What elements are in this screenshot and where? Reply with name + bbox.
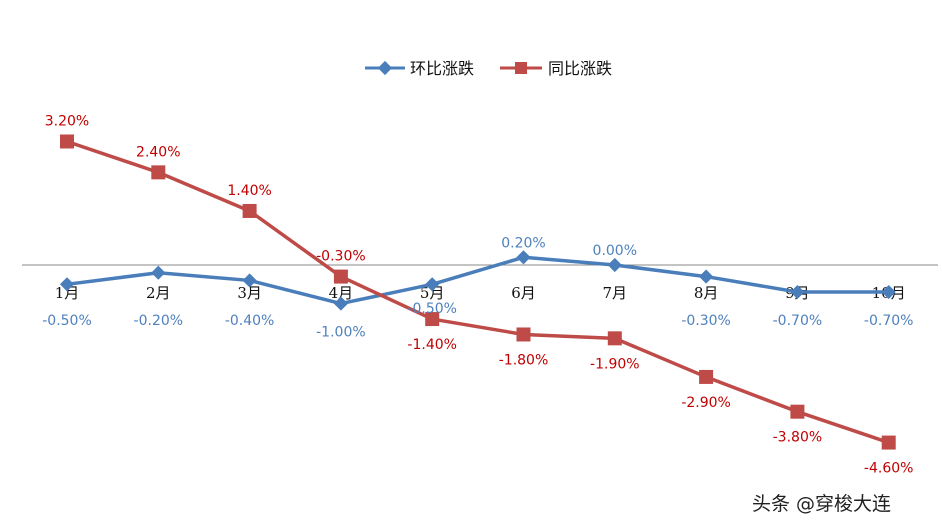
data-label: -3.80% <box>773 430 823 446</box>
data-label: 0.20% <box>501 235 545 251</box>
watermark: 头条 @穿梭大连 <box>752 493 891 515</box>
x-tick-label: 5月 <box>420 284 445 302</box>
data-point <box>425 312 440 327</box>
x-tick-labels: 1月2月3月4月5月6月7月8月9月10月 <box>55 284 906 302</box>
legend: 环比涨跌 同比涨跌 <box>365 59 612 78</box>
series-line-mom <box>66 255 889 306</box>
x-tick-label: 6月 <box>511 284 536 302</box>
data-point <box>607 257 622 273</box>
x-tick-label: 2月 <box>146 284 171 302</box>
data-label: 0.00% <box>593 243 637 259</box>
data-label: -0.50% <box>407 301 457 317</box>
data-point <box>699 269 714 284</box>
data-point <box>425 277 440 292</box>
data-label: -1.40% <box>407 337 457 353</box>
x-tick-label: 4月 <box>329 284 354 302</box>
data-point <box>607 331 622 346</box>
data-label: -0.40% <box>225 313 275 329</box>
data-label: -0.70% <box>864 313 914 329</box>
data-label: 2.40% <box>136 144 180 160</box>
legend-marker-yoy <box>515 62 527 74</box>
data-label: -1.00% <box>316 325 366 341</box>
x-tick-label: 3月 <box>237 284 262 302</box>
data-label: -1.90% <box>590 356 640 372</box>
data-point <box>790 284 805 300</box>
data-label: -2.90% <box>681 395 731 411</box>
data-label: -0.30% <box>681 313 731 329</box>
data-label: -4.60% <box>864 461 914 477</box>
legend-label-yoy: 同比涨跌 <box>548 59 612 78</box>
data-label: -0.30% <box>316 249 366 265</box>
legend-label-mom: 环比涨跌 <box>410 59 474 78</box>
data-point <box>699 369 714 384</box>
series-markers <box>59 134 896 450</box>
x-tick-label: 8月 <box>694 284 719 302</box>
data-point <box>333 269 348 284</box>
data-point <box>60 134 74 149</box>
series-line-yoy <box>66 139 890 445</box>
data-point <box>516 327 531 342</box>
data-labels: -0.50% -0.20% -0.40% -1.00% -0.50% 0.20% 0.00%… <box>42 113 913 476</box>
x-tick-label: 1月 <box>55 284 80 302</box>
data-label: -0.20% <box>134 313 184 329</box>
data-label: -0.70% <box>773 313 823 329</box>
data-point <box>881 284 896 300</box>
data-label: -0.50% <box>42 313 92 329</box>
data-point <box>333 296 348 311</box>
data-point <box>242 273 257 288</box>
data-point <box>59 277 75 292</box>
data-label: 1.40% <box>227 183 271 199</box>
data-point <box>151 165 166 180</box>
data-point <box>790 404 805 419</box>
legend-marker-mom <box>377 60 393 76</box>
data-point <box>516 250 531 265</box>
data-point <box>242 203 257 218</box>
data-point <box>881 435 896 450</box>
data-label: 3.20% <box>45 113 89 129</box>
data-point <box>151 265 166 280</box>
series-lines <box>66 139 890 445</box>
x-tick-label: 7月 <box>603 284 628 302</box>
data-label: -1.80% <box>499 352 549 368</box>
